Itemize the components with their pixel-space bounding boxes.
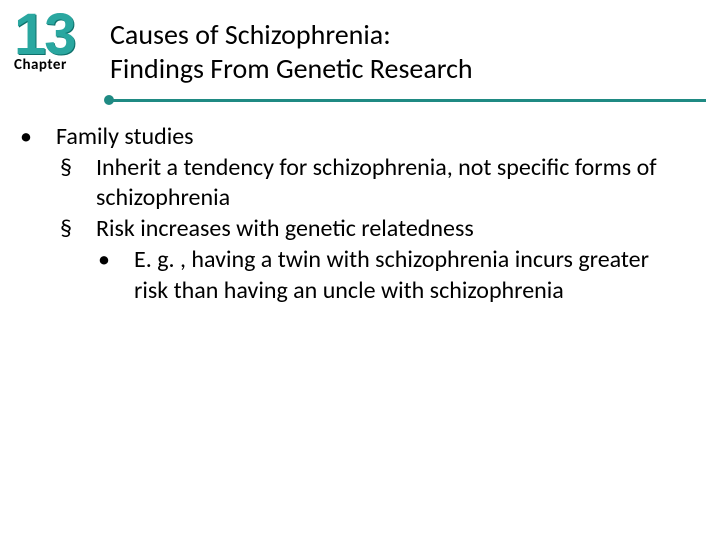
title-rule bbox=[14, 98, 706, 108]
bullet-text: Risk increases with genetic relatedness bbox=[96, 214, 474, 243]
bullet-l1: •Family studies bbox=[38, 122, 678, 153]
title-line-1: Causes of Schizophrenia: bbox=[110, 18, 670, 52]
title-line-2: Findings From Genetic Research bbox=[110, 52, 670, 86]
chapter-badge: 13 Chapter bbox=[14, 12, 94, 74]
bullet-l2: §Risk increases with genetic relatedness bbox=[78, 214, 678, 245]
content-body: •Family studies §Inherit a tendency for … bbox=[38, 122, 678, 306]
slide-title: Causes of Schizophrenia: Findings From G… bbox=[110, 18, 670, 85]
bullet-text: Family studies bbox=[56, 122, 194, 151]
bullet-text: E. g. , having a twin with schizophrenia… bbox=[134, 245, 649, 305]
bullet-marker: • bbox=[38, 122, 56, 153]
slide: 13 Chapter Causes of Schizophrenia: Find… bbox=[0, 0, 720, 540]
bullet-l3: •E. g. , having a twin with schizophreni… bbox=[116, 245, 678, 306]
bullet-marker: § bbox=[78, 153, 96, 184]
chapter-label: Chapter bbox=[14, 56, 94, 74]
rule-line bbox=[110, 99, 706, 102]
bullet-marker: • bbox=[116, 245, 134, 276]
bullet-text: Inherit a tendency for schizophrenia, no… bbox=[96, 153, 657, 213]
bullet-l2: §Inherit a tendency for schizophrenia, n… bbox=[78, 153, 678, 214]
chapter-number: 13 bbox=[14, 12, 94, 58]
bullet-marker: § bbox=[78, 214, 96, 245]
